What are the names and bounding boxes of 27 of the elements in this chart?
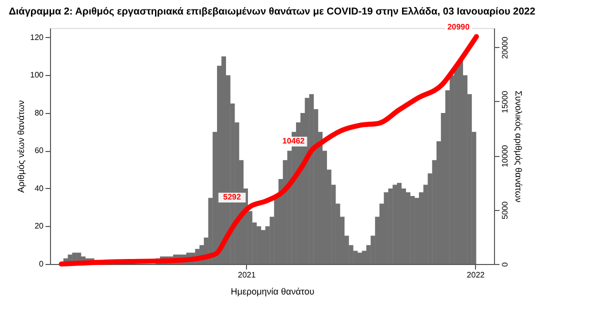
y2-axis-title: Συνολικός αριθμός θανάτων <box>514 90 524 203</box>
y2-tick-label: 0 <box>500 262 510 267</box>
y2-tick-label: 20000 <box>500 36 510 59</box>
y-tick-label: 20 <box>34 222 44 231</box>
bar <box>357 252 362 264</box>
x-tick-label: 2022 <box>466 270 486 280</box>
data-label: 10462 <box>282 136 306 146</box>
y-tick-label: 0 <box>39 260 44 268</box>
x-tick-label: 2021 <box>238 270 256 280</box>
y2-tick-label: 10000 <box>500 144 510 168</box>
y-tick-label: 80 <box>34 108 44 118</box>
data-label: 20990 <box>447 22 470 32</box>
y-axis-title: Αριθμός νέων θανάτων <box>16 100 26 193</box>
y2-tick-label: 5000 <box>500 200 510 220</box>
bar <box>260 230 266 264</box>
y-tick-label: 100 <box>30 70 44 80</box>
y2-tick-label: 15000 <box>500 90 510 114</box>
data-label: 5292 <box>223 192 242 202</box>
chart-title: Διάγραμμα 2: Αριθμός εργαστηριακά επιβεβαιωμένων θανάτων με COVID-19 στην Ελλάδα, 03 Ιανουαρίου 2022 <box>8 6 536 18</box>
bar <box>388 188 393 264</box>
y-tick-label: 40 <box>34 184 44 193</box>
bar <box>458 60 464 264</box>
bar <box>410 196 415 264</box>
y-tick-label: 120 <box>30 32 44 42</box>
x-axis-title: Ημερομηνία θανάτου <box>230 286 314 296</box>
y-tick-label: 60 <box>34 146 44 156</box>
bar <box>309 94 314 264</box>
